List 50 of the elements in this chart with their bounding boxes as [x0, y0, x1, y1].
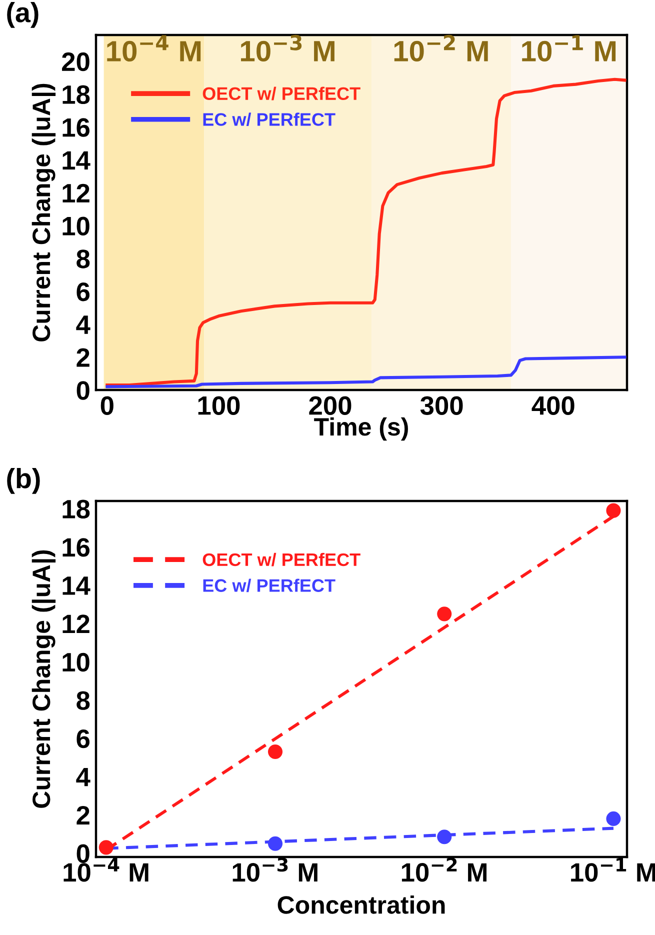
y-tick-label: 14	[62, 576, 90, 595]
point	[268, 744, 283, 760]
legend-label: EC w/ PERfECT	[203, 112, 336, 126]
text: (a)	[7, 2, 38, 28]
legend-label: OECT w/ PERfECT	[202, 552, 360, 566]
point	[437, 830, 452, 844]
y-tick-label: 6	[76, 282, 90, 302]
band-label: 10$^{−3}$ M	[241, 34, 334, 62]
y-tick-label: 18	[62, 500, 90, 518]
y-tick-label: 14	[62, 151, 90, 170]
point	[268, 836, 283, 851]
y-tick-label: 16	[62, 118, 90, 137]
y-tick-label: 2	[76, 806, 90, 824]
band-label: 10$^{−1}$ M	[522, 35, 616, 62]
y-tick-label: 4	[76, 768, 90, 786]
point	[437, 606, 452, 622]
text: (b)	[7, 468, 40, 494]
x-tick-label: 10$^{−3}$ M	[232, 858, 318, 882]
point	[606, 503, 621, 518]
y-axis-title: Current Change (|uA|)	[32, 550, 56, 808]
x-tick-label: 400	[532, 396, 574, 415]
y-tick-label: 12	[62, 184, 90, 202]
y-axis-title: Current Change (|uA|)	[32, 84, 56, 342]
y-tick-label: 8	[76, 691, 90, 710]
y-tick-label: 6	[76, 729, 90, 748]
y-tick-label: 10	[62, 652, 90, 672]
x-tick-label: 300	[420, 396, 463, 415]
band-label: 10$^{−4}$ M	[107, 35, 201, 62]
y-tick-label: 8	[76, 250, 90, 268]
legend-label: OECT w/ PERfECT	[202, 86, 360, 100]
y-tick-label: 12	[62, 614, 90, 634]
line-series	[106, 356, 626, 388]
x-axis-title: Time (s)	[314, 417, 408, 441]
y-tick-label: 18	[62, 85, 90, 104]
x-tick-label: 10$^{−2}$ M	[402, 858, 486, 882]
y-tick-label: 10	[62, 216, 90, 236]
x-tick-label: 100	[198, 396, 240, 415]
legend-label: EC w/ PERfECT	[203, 578, 336, 592]
x-tick-label: 200	[309, 396, 352, 415]
point	[606, 811, 621, 826]
y-tick-label: 16	[62, 538, 90, 557]
y-tick-label: 20	[62, 52, 90, 72]
y-tick-label: 2	[76, 348, 90, 367]
band-label: 10$^{−2}$ M	[394, 34, 488, 62]
point	[98, 840, 114, 855]
x-axis-title: Concentration	[278, 895, 445, 914]
x-tick-label: 0	[100, 396, 114, 415]
y-tick-label: 0	[76, 381, 90, 400]
y-tick-label: 4	[76, 316, 90, 334]
line-series	[106, 78, 626, 387]
